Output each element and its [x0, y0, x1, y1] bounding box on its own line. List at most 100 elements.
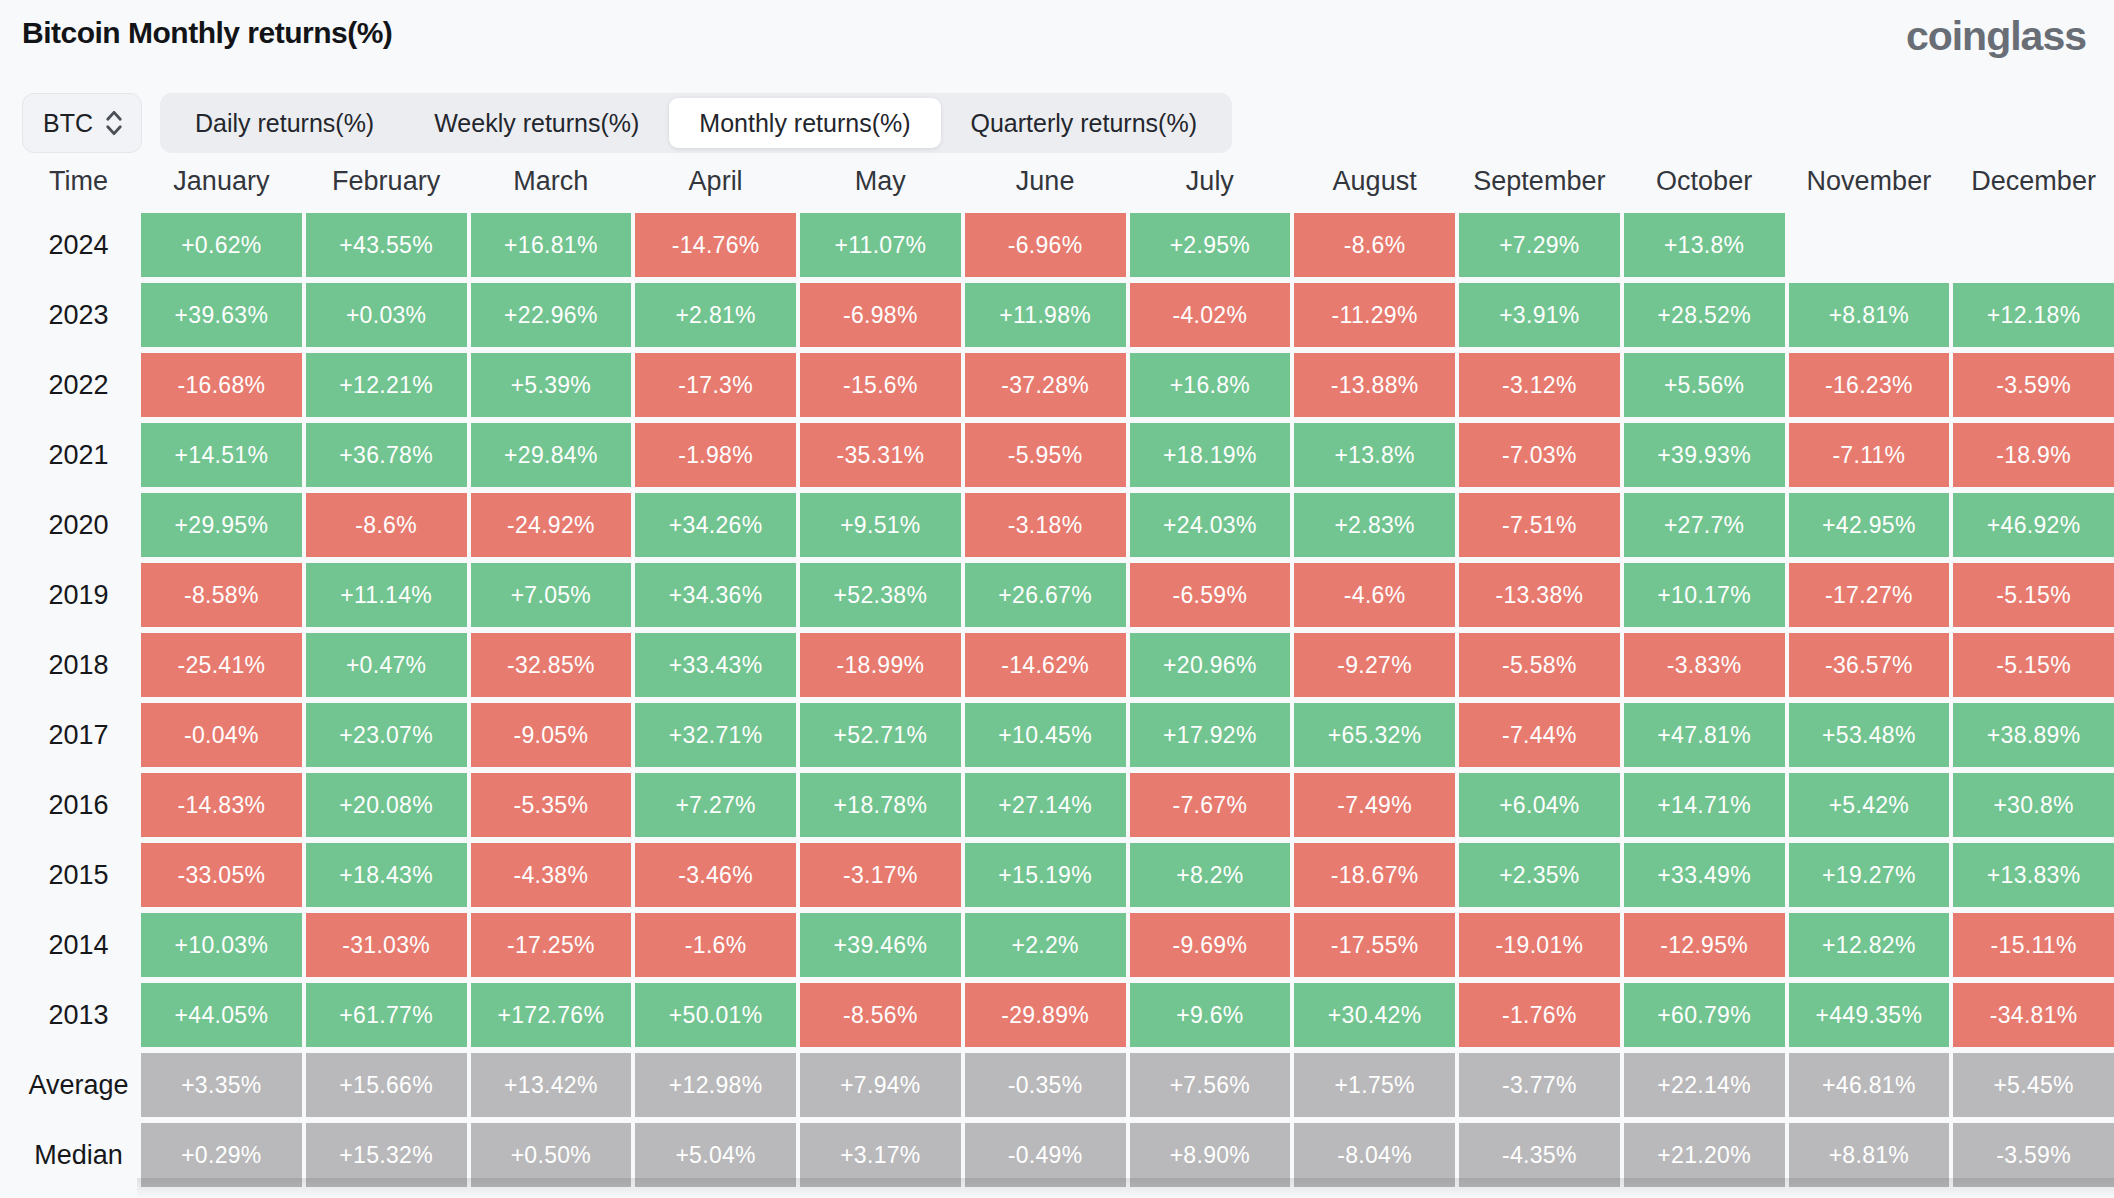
return-cell: +172.76% [471, 983, 632, 1047]
row-label: 2019 [0, 563, 137, 627]
return-cell: +30.42% [1294, 983, 1455, 1047]
return-cell: +449.35% [1789, 983, 1950, 1047]
return-cell: -15.6% [800, 353, 961, 417]
return-cell: +39.63% [141, 283, 302, 347]
row-label: 2015 [0, 843, 137, 907]
return-cell: -8.6% [306, 493, 467, 557]
tab-daily-returns[interactable]: Daily returns(%) [165, 98, 404, 148]
return-cell: -3.17% [800, 843, 961, 907]
return-cell: -8.6% [1294, 213, 1455, 277]
return-cell: -7.49% [1294, 773, 1455, 837]
returns-table: TimeJanuaryFebruaryMarchAprilMayJuneJuly… [0, 155, 2114, 1187]
return-cell: +12.18% [1953, 283, 2114, 347]
return-cell: -17.25% [471, 913, 632, 977]
return-cell: -34.81% [1953, 983, 2114, 1047]
return-cell: -36.57% [1789, 633, 1950, 697]
row-label: 2014 [0, 913, 137, 977]
return-cell: -24.92% [471, 493, 632, 557]
return-cell: +8.81% [1789, 1123, 1950, 1187]
return-cell: -9.27% [1294, 633, 1455, 697]
tab-weekly-returns[interactable]: Weekly returns(%) [404, 98, 669, 148]
return-cell: -4.6% [1294, 563, 1455, 627]
return-cell: +46.81% [1789, 1053, 1950, 1117]
return-cell: +3.35% [141, 1053, 302, 1117]
row-label: Median [0, 1123, 137, 1187]
return-cell: -16.68% [141, 353, 302, 417]
return-cell: -14.62% [965, 633, 1126, 697]
return-cell: -0.04% [141, 703, 302, 767]
return-cell: -5.58% [1459, 633, 1620, 697]
return-cell: -8.04% [1294, 1123, 1455, 1187]
row-label: 2024 [0, 213, 137, 277]
return-cell: +8.2% [1130, 843, 1291, 907]
return-cell: +10.45% [965, 703, 1126, 767]
return-cell: +18.43% [306, 843, 467, 907]
return-cell [1953, 213, 2114, 277]
return-cell: -18.9% [1953, 423, 2114, 487]
return-cell: -12.95% [1624, 913, 1785, 977]
return-cell: +13.42% [471, 1053, 632, 1117]
return-cell: -14.76% [635, 213, 796, 277]
return-cell: +13.83% [1953, 843, 2114, 907]
month-column-header: March [471, 155, 632, 207]
return-cell: -6.96% [965, 213, 1126, 277]
row-label: 2023 [0, 283, 137, 347]
row-label: 2016 [0, 773, 137, 837]
tab-quarterly-returns[interactable]: Quarterly returns(%) [941, 98, 1227, 148]
month-column-header: November [1789, 155, 1950, 207]
row-label: 2022 [0, 353, 137, 417]
return-cell: +53.48% [1789, 703, 1950, 767]
return-cell: +42.95% [1789, 493, 1950, 557]
return-cell: +22.14% [1624, 1053, 1785, 1117]
month-column-header: May [800, 155, 961, 207]
return-cell: +3.91% [1459, 283, 1620, 347]
return-cell: -33.05% [141, 843, 302, 907]
return-cell: -9.05% [471, 703, 632, 767]
return-cell: +21.20% [1624, 1123, 1785, 1187]
return-cell: +7.56% [1130, 1053, 1291, 1117]
return-cell: +34.36% [635, 563, 796, 627]
return-cell: -17.55% [1294, 913, 1455, 977]
return-cell: -29.89% [965, 983, 1126, 1047]
month-column-header: July [1130, 155, 1291, 207]
return-cell: +22.96% [471, 283, 632, 347]
return-cell: +3.17% [800, 1123, 961, 1187]
return-cell: +18.19% [1130, 423, 1291, 487]
return-cell: -1.6% [635, 913, 796, 977]
return-cell: -3.46% [635, 843, 796, 907]
return-cell: -0.35% [965, 1053, 1126, 1117]
symbol-selector-value: BTC [43, 109, 93, 138]
return-cell: +23.07% [306, 703, 467, 767]
month-column-header: April [635, 155, 796, 207]
return-cell: -6.59% [1130, 563, 1291, 627]
return-cell: +33.43% [635, 633, 796, 697]
return-cell: -1.76% [1459, 983, 1620, 1047]
return-cell: +60.79% [1624, 983, 1785, 1047]
return-cell: +50.01% [635, 983, 796, 1047]
return-cell: -11.29% [1294, 283, 1455, 347]
return-cell: +0.47% [306, 633, 467, 697]
return-cell: +29.95% [141, 493, 302, 557]
return-cell: +11.07% [800, 213, 961, 277]
return-cell: -4.02% [1130, 283, 1291, 347]
return-cell: -6.98% [800, 283, 961, 347]
return-cell: -15.11% [1953, 913, 2114, 977]
return-cell: +7.05% [471, 563, 632, 627]
symbol-selector[interactable]: BTC [22, 93, 142, 153]
return-cell [1789, 213, 1950, 277]
return-cell: -17.27% [1789, 563, 1950, 627]
row-label: 2020 [0, 493, 137, 557]
return-cell: -5.15% [1953, 563, 2114, 627]
row-label: 2018 [0, 633, 137, 697]
return-cell: +5.42% [1789, 773, 1950, 837]
return-cell: +24.03% [1130, 493, 1291, 557]
return-cell: -14.83% [141, 773, 302, 837]
tab-monthly-returns[interactable]: Monthly returns(%) [669, 98, 940, 148]
return-cell: -5.95% [965, 423, 1126, 487]
return-cell: +0.62% [141, 213, 302, 277]
return-cell: -17.3% [635, 353, 796, 417]
return-cell: -7.51% [1459, 493, 1620, 557]
month-column-header: December [1953, 155, 2114, 207]
return-cell: +0.29% [141, 1123, 302, 1187]
return-cell: -3.83% [1624, 633, 1785, 697]
